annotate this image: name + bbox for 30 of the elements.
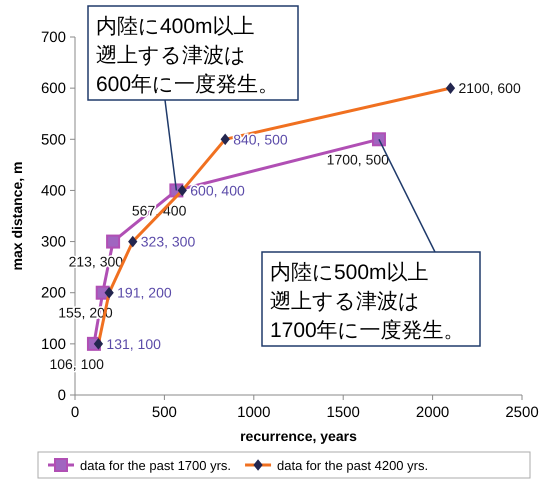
x-tick-label: 0 (70, 404, 80, 421)
x-axis-title: recurrence, years (240, 428, 358, 444)
y-tick-label: 700 (40, 29, 66, 46)
annotation: 内陸に400m以上遡上する津波は600年に一度発生。 (96, 15, 280, 96)
data-label: 840, 500 (233, 131, 288, 148)
data-label: 106, 100 (49, 356, 104, 372)
y-tick-label: 600 (40, 80, 66, 98)
x-tick-label: 500 (152, 404, 177, 421)
data-label: 131, 100 (106, 336, 162, 352)
x-tick-label: 2000 (416, 404, 450, 421)
x-tick-label: 1000 (237, 404, 270, 421)
y-tick-label: 200 (40, 284, 66, 302)
data-label: 600, 400 (190, 182, 245, 198)
y-tick-label: 500 (40, 131, 66, 148)
data-label: 323, 300 (140, 234, 196, 250)
data-label: 2100, 600 (458, 80, 521, 96)
data-label: 1700, 500 (326, 151, 390, 168)
annotation: 内陸に500m以上遡上する津波は1700年に一度発生。 (270, 261, 465, 342)
data-label: 191, 200 (117, 284, 172, 301)
point (106, 234, 120, 249)
point (372, 132, 386, 146)
y-tick-label: 400 (40, 182, 66, 200)
legend-label: data for the past 4200 yrs. (277, 458, 428, 473)
y-tick-label: 0 (58, 387, 66, 404)
y-axis-title: max distance, m (9, 162, 25, 270)
legend-label: data for the past 1700 yrs. (80, 458, 232, 473)
y-tick-label: 100 (40, 336, 66, 353)
x-tick-label: 1500 (326, 404, 360, 421)
x-tick-label: 2500 (505, 404, 539, 421)
y-tick-label: 300 (40, 234, 66, 251)
